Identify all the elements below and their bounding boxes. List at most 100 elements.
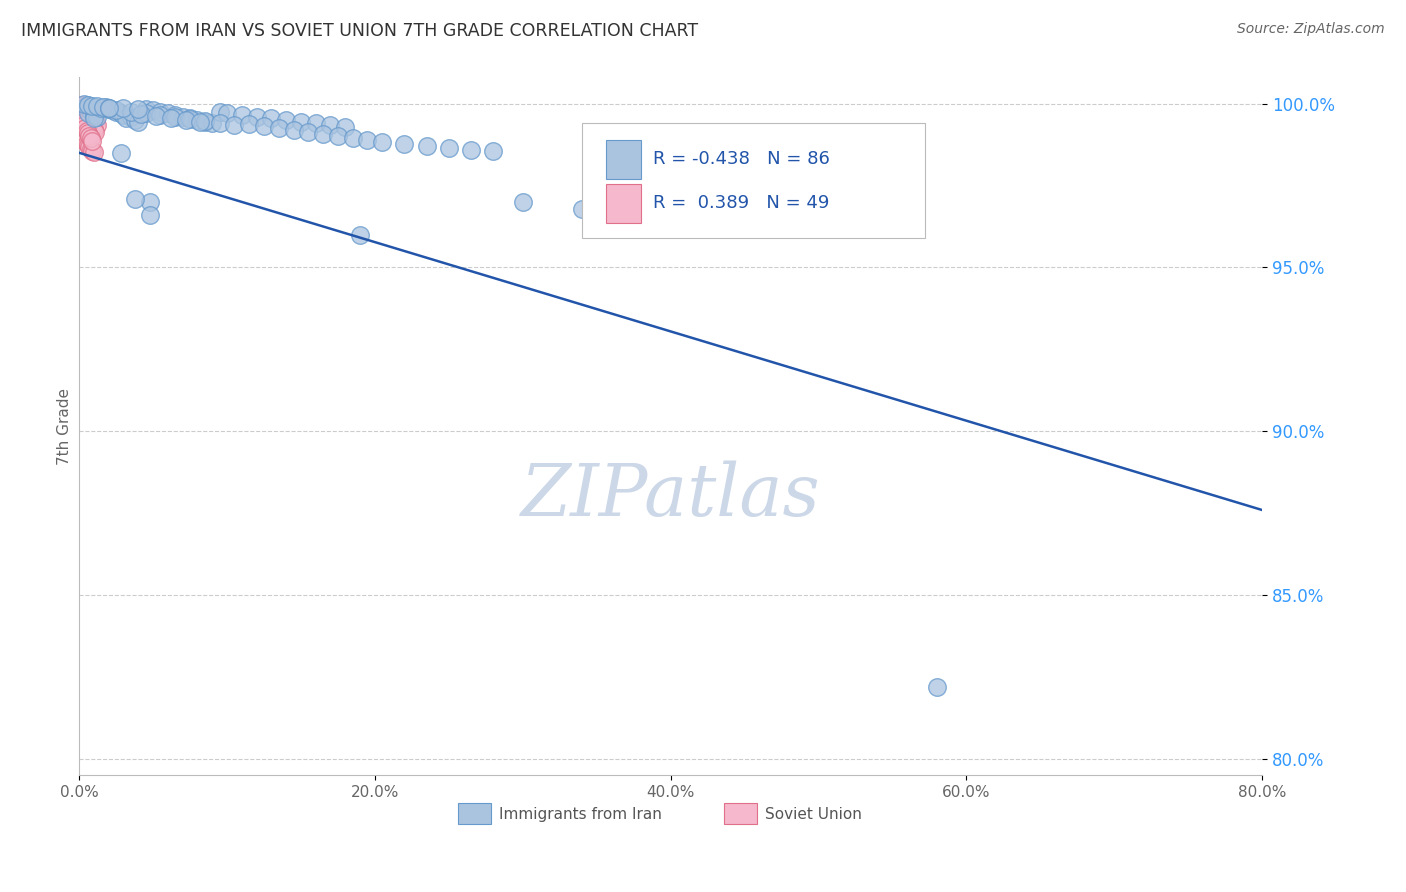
Point [82,98,104,112]
Point [73,120,96,135]
Point [231,108,253,122]
Point [72,100,94,114]
FancyBboxPatch shape [582,123,925,238]
Point [139,208,162,222]
Point [83,112,105,126]
Point [79,128,101,143]
Point [253,119,276,133]
Y-axis label: 7th Grade: 7th Grade [58,388,72,465]
Point [326,128,349,143]
Point [371,135,394,149]
Point [112,101,135,115]
Point [124,192,146,206]
Point [80,100,103,114]
Text: Source: ZipAtlas.com: Source: ZipAtlas.com [1237,22,1385,37]
Point [73,102,96,116]
Point [70,104,93,119]
Point [512,194,534,209]
Point [689,211,711,226]
Point [76,103,98,118]
Point [630,206,652,220]
Point [83,123,105,137]
Point [748,216,770,230]
Point [112,108,135,122]
Point [349,227,371,242]
Point [174,113,197,128]
Point [76,98,98,112]
Point [91,100,114,114]
Point [84,113,107,128]
Point [135,106,157,120]
Point [82,120,104,135]
Point [460,143,482,157]
Point [482,145,505,159]
Point [571,202,593,216]
Point [77,106,100,120]
Point [208,104,231,119]
Bar [458,804,491,824]
Text: R =  0.389   N = 49: R = 0.389 N = 49 [652,194,830,212]
Point [120,104,142,119]
Point [194,114,217,128]
Point [283,123,305,137]
Point [86,103,108,118]
Point [190,115,212,129]
Point [165,108,187,122]
Point [312,127,335,141]
Point [142,103,165,118]
Point [73,103,96,117]
Point [149,104,172,119]
Point [179,112,201,127]
Point [925,680,948,694]
Point [82,112,104,127]
Point [70,98,93,112]
Point [97,102,120,116]
Point [208,116,231,130]
Point [179,112,201,126]
Point [145,109,167,123]
Point [83,102,105,116]
Point [77,137,100,152]
Point [80,111,103,125]
Point [394,136,416,151]
Point [319,118,342,132]
Text: R = -0.438   N = 86: R = -0.438 N = 86 [652,150,830,168]
Point [124,113,146,128]
Point [97,101,120,115]
Point [245,110,267,124]
Point [83,108,105,122]
Text: Soviet Union: Soviet Union [765,807,862,822]
Text: IMMIGRANTS FROM IRAN VS SOVIET UNION 7TH GRADE CORRELATION CHART: IMMIGRANTS FROM IRAN VS SOVIET UNION 7TH… [21,22,699,40]
Point [120,110,142,124]
Point [267,120,290,135]
Point [186,113,208,128]
Point [86,99,108,113]
Point [86,110,108,124]
Bar [724,804,756,824]
Point [70,129,93,144]
Point [165,111,187,125]
Point [79,106,101,120]
Point [94,100,117,114]
Point [105,103,128,117]
Point [80,108,103,122]
Point [84,116,107,130]
Point [356,133,378,147]
Bar [606,185,641,223]
Point [110,106,132,120]
Point [82,110,104,124]
Point [305,116,328,130]
Point [76,112,98,126]
Point [77,126,100,140]
Point [201,116,224,130]
Point [139,194,162,209]
Point [86,118,108,132]
Point [129,107,152,121]
Point [69,128,91,142]
Point [72,132,94,146]
Point [69,113,91,128]
Text: Immigrants from Iran: Immigrants from Iran [499,807,662,822]
Point [194,114,217,128]
Point [90,102,112,116]
Point [84,126,107,140]
